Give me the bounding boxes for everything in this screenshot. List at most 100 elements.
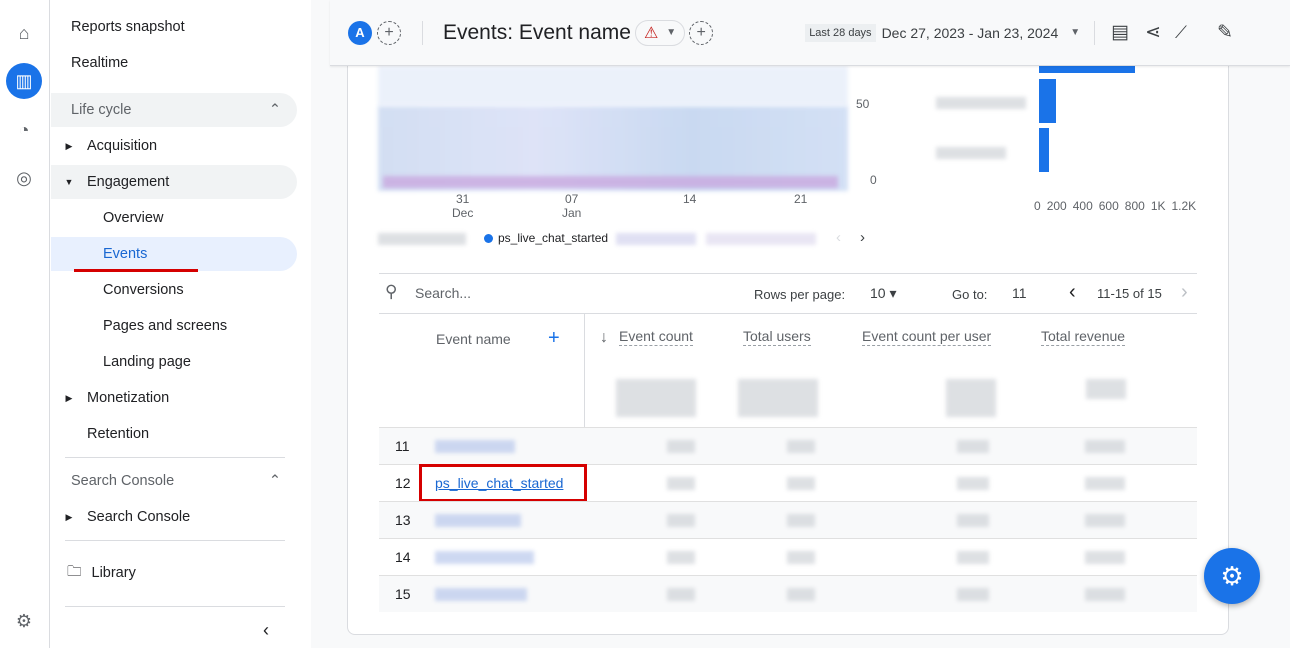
table-row: 12 ps_live_chat_started	[379, 464, 1197, 502]
nav-pages-and-screens[interactable]: Pages and screens	[103, 318, 228, 334]
caret-right-icon: ▶	[65, 140, 73, 151]
insights-fab[interactable]: ⚙	[1204, 548, 1260, 604]
totals-blurred	[616, 379, 696, 417]
divider	[1094, 20, 1096, 45]
nav-events[interactable]: Events	[51, 237, 297, 271]
column-header-total-users[interactable]: Total users	[743, 328, 811, 346]
nav-search-console[interactable]: ▶ Search Console	[51, 500, 297, 534]
nav-acquisition[interactable]: ▶ Acquisition	[51, 129, 297, 163]
rows-per-page-select[interactable]: 10 ▾	[870, 285, 897, 301]
nav-retention[interactable]: Retention	[87, 426, 150, 442]
totals-blurred	[946, 379, 996, 417]
customize-report-icon[interactable]: ▤	[1111, 22, 1130, 43]
column-header-event-count[interactable]: Event count	[619, 328, 693, 346]
metric-blurred	[1085, 551, 1125, 564]
y-tick: 0	[870, 173, 877, 187]
x-tick: 1.2K	[1171, 199, 1197, 213]
nav-engagement[interactable]: ▼ Engagement	[51, 165, 297, 199]
nav-reports-snapshot[interactable]: Reports snapshot	[71, 19, 185, 35]
metric-blurred	[957, 440, 989, 453]
metric-blurred	[667, 551, 695, 564]
highlight-box	[419, 464, 587, 502]
divider	[379, 273, 1197, 274]
metric-blurred	[1085, 588, 1125, 601]
explore-icon[interactable]: ◔	[18, 119, 30, 140]
legend-label: ps_live_chat_started	[498, 231, 609, 245]
page-title: Events: Event name	[443, 20, 631, 44]
gear-sparkle-icon: ⚙	[1220, 560, 1244, 591]
event-name-blurred[interactable]	[435, 551, 534, 564]
event-name-blurred[interactable]	[435, 440, 515, 453]
report-card: 50 0 31 Dec 07 Jan 14 21 0 200 400 600 800 1K 1.…	[347, 50, 1229, 635]
nav-library[interactable]: 🗀 Library	[51, 556, 297, 590]
nav-conversions[interactable]: Conversions	[103, 282, 184, 298]
nav-section-search-console[interactable]: Search Console ⌃	[51, 464, 297, 498]
row-number: 14	[395, 549, 411, 565]
advertising-icon[interactable]: ◎	[16, 167, 32, 188]
event-name-blurred[interactable]	[435, 588, 527, 601]
insights-icon[interactable]: ⟋	[1175, 22, 1187, 42]
reports-icon[interactable]: ▥	[6, 63, 42, 99]
add-filter-icon[interactable]: +	[689, 20, 714, 45]
metric-blurred	[787, 477, 815, 490]
legend-item-blurred	[378, 233, 466, 245]
column-header-event-count-per-user[interactable]: Event count per user	[862, 328, 992, 346]
x-tick: 600	[1098, 199, 1119, 213]
nav-overview[interactable]: Overview	[103, 210, 164, 226]
share-icon[interactable]: ⋖	[1145, 22, 1162, 43]
search-input[interactable]: Search...	[415, 285, 472, 301]
section-label: Life cycle	[71, 102, 132, 118]
metric-blurred	[1085, 440, 1125, 453]
search-icon: ⚲	[385, 282, 398, 301]
home-icon[interactable]: ⌂	[18, 22, 30, 43]
report-header: A + Events: Event name ⚠ ▼ + Last 28 days…	[330, 0, 1290, 66]
totals-blurred	[738, 379, 818, 417]
label: Search Console	[87, 509, 191, 525]
label: Monetization	[87, 390, 170, 406]
goto-input[interactable]: 11	[1012, 285, 1027, 301]
collapse-nav-icon[interactable]: ‹	[263, 620, 269, 640]
edit-icon[interactable]: ✎	[1216, 22, 1233, 43]
bar-label-blurred	[936, 147, 1006, 159]
nav-monetization[interactable]: ▶ Monetization	[51, 381, 297, 415]
column-header-total-revenue[interactable]: Total revenue	[1041, 328, 1126, 346]
add-dimension-icon[interactable]: +	[548, 327, 560, 349]
divider	[65, 606, 285, 607]
sort-desc-icon[interactable]: ↓	[600, 329, 608, 346]
row-number: 15	[395, 586, 411, 602]
x-tick: 400	[1072, 199, 1093, 213]
event-name-link[interactable]: ps_live_chat_started	[435, 475, 564, 491]
row-number: 11	[395, 438, 410, 454]
caret-right-icon: ▶	[65, 392, 73, 403]
metric-blurred	[787, 440, 815, 453]
x-tick: 200	[1046, 199, 1067, 213]
settings-icon[interactable]: ⚙	[15, 610, 33, 631]
nav-realtime[interactable]: Realtime	[71, 55, 129, 71]
nav-section-life-cycle[interactable]: Life cycle ⌃	[51, 93, 297, 127]
nav-landing-page[interactable]: Landing page	[103, 354, 191, 370]
prev-page-icon[interactable]: ‹	[1069, 281, 1076, 303]
metric-blurred	[1085, 477, 1125, 490]
x-tick: 31 Dec	[452, 192, 474, 220]
date-range-picker[interactable]: Dec 27, 2023 - Jan 23, 2024	[881, 24, 1059, 41]
date-dropdown-icon[interactable]: ▼	[1070, 27, 1081, 38]
label: Acquisition	[87, 138, 158, 154]
add-comparison-icon[interactable]: +	[377, 20, 401, 45]
legend-item[interactable]: ps_live_chat_started	[484, 231, 608, 245]
pagination-text: 11-15 of 15	[1097, 286, 1162, 301]
x-tick: 0	[1034, 199, 1041, 213]
legend-next-icon[interactable]: ›	[860, 229, 865, 246]
x-tick: 07 Jan	[562, 192, 582, 220]
chevron-up-icon: ⌃	[268, 102, 281, 118]
event-name-blurred[interactable]	[435, 514, 521, 527]
next-page-icon[interactable]: ›	[1181, 281, 1188, 303]
metric-blurred	[957, 514, 989, 527]
x-tick: 14	[683, 192, 697, 206]
column-header-event-name[interactable]: Event name	[436, 331, 511, 347]
label: Library	[91, 565, 136, 581]
table-row: 14	[379, 538, 1197, 575]
legend-prev-icon[interactable]: ‹	[836, 229, 841, 246]
comparison-avatar[interactable]: A	[348, 20, 372, 45]
chart-series-blurred	[378, 66, 848, 106]
title-status-dropdown[interactable]: ⚠ ▼	[634, 19, 686, 46]
